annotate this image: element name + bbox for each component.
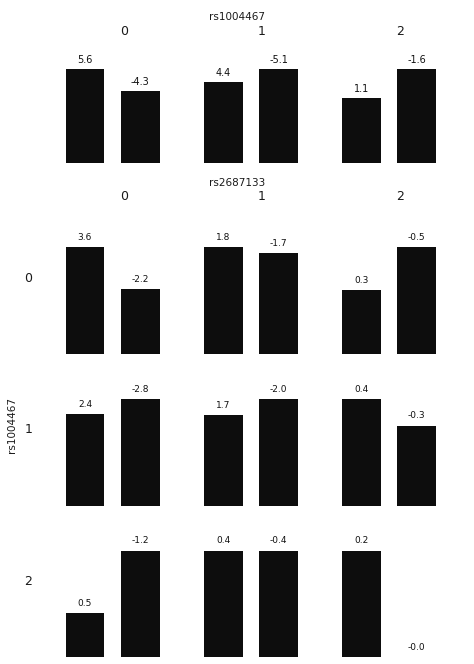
Text: rs2687133: rs2687133 [209, 178, 265, 188]
Bar [121, 550, 160, 657]
Bar [121, 90, 160, 163]
Text: 1: 1 [258, 25, 266, 38]
Text: 2.4: 2.4 [78, 400, 92, 409]
Text: -2.8: -2.8 [131, 384, 149, 394]
Bar [342, 399, 381, 506]
Bar [65, 414, 104, 506]
Bar [259, 550, 298, 657]
Text: -0.0: -0.0 [408, 643, 426, 652]
Bar [259, 69, 298, 163]
Text: 4.4: 4.4 [216, 68, 231, 78]
Text: -0.4: -0.4 [270, 537, 287, 545]
Text: -4.3: -4.3 [131, 77, 150, 87]
Text: 0: 0 [25, 272, 32, 285]
Bar [342, 98, 381, 163]
Text: 5.6: 5.6 [77, 55, 92, 65]
Bar [259, 399, 298, 506]
Text: 3.6: 3.6 [78, 233, 92, 242]
Text: 1: 1 [258, 190, 266, 203]
Bar [342, 550, 381, 657]
Text: 0: 0 [119, 25, 128, 38]
Text: 2: 2 [25, 575, 32, 588]
Text: -2.0: -2.0 [270, 384, 287, 394]
Bar [204, 248, 243, 354]
Text: -1.7: -1.7 [270, 239, 287, 248]
Text: rs1004467: rs1004467 [7, 397, 17, 453]
Bar [397, 69, 436, 163]
Bar [342, 290, 381, 354]
Text: 0.5: 0.5 [78, 598, 92, 608]
Bar [121, 289, 160, 354]
Text: 1.7: 1.7 [216, 400, 230, 410]
Bar [204, 415, 243, 506]
Text: 1.1: 1.1 [354, 84, 369, 94]
Text: 0.2: 0.2 [354, 537, 369, 545]
Bar [65, 613, 104, 657]
Bar [204, 550, 243, 657]
Text: -0.3: -0.3 [408, 411, 426, 420]
Bar [121, 399, 160, 506]
Bar [204, 82, 243, 163]
Text: -1.6: -1.6 [407, 55, 426, 65]
Text: 1.8: 1.8 [216, 233, 230, 242]
Text: -0.5: -0.5 [408, 233, 426, 242]
Bar [65, 69, 104, 163]
Text: -2.2: -2.2 [132, 274, 149, 284]
Text: 1: 1 [25, 424, 32, 436]
Text: 0.4: 0.4 [216, 537, 230, 545]
Text: 0: 0 [119, 190, 128, 203]
Bar [65, 248, 104, 354]
Text: 0.4: 0.4 [354, 384, 369, 394]
Text: -1.2: -1.2 [131, 537, 149, 545]
Text: 2: 2 [396, 25, 404, 38]
Text: -5.1: -5.1 [269, 55, 288, 65]
Text: 2: 2 [396, 190, 404, 203]
Text: 0.3: 0.3 [354, 276, 369, 285]
Text: rs1004467: rs1004467 [209, 12, 265, 22]
Bar [397, 248, 436, 354]
Bar [397, 426, 436, 506]
Bar [259, 253, 298, 354]
